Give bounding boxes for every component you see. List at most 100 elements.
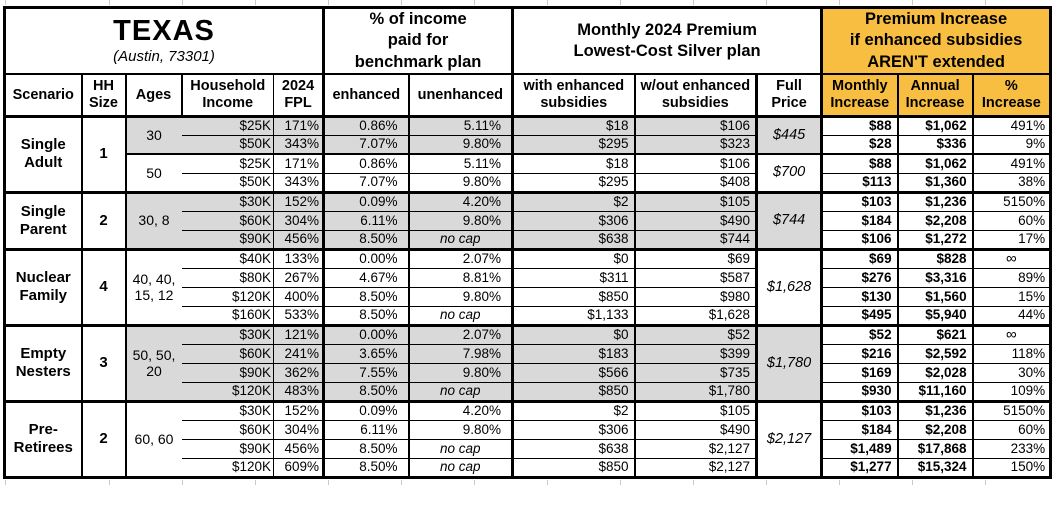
cell-premium-with-subsidies: $311 [511,267,635,288]
scenario-cell: Single Adult [4,114,82,193]
table-row: $160K 533% 8.50% no cap $1,133 $1,628 $495 $5,9… [5,305,1051,326]
cell-monthly-increase: $106 [820,229,898,250]
table-row: $120K 400% 8.50% 9.80% $850 $980 $130 $1,560 15% [5,286,1051,307]
cell-pct-increase: 60% [971,210,1051,231]
cell-monthly-increase: $184 [820,419,898,440]
cell-monthly-increase: $88 [820,114,898,136]
cell-annual-increase: $336 [896,134,973,155]
cell-premium-without-subsidies: $52 [633,323,757,345]
cell-monthly-increase: $216 [820,343,898,364]
cell-premium-with-subsidies: $295 [511,134,635,155]
cell-annual-increase: $1,062 [896,153,973,174]
cell-pct-increase: 89% [971,267,1051,288]
cell-monthly-increase: $930 [820,381,898,402]
cell-unenhanced-pct: 2.07% [407,323,513,345]
ages-cell: 50, 50, 20 [124,323,182,402]
table-body: Single Adult 1 30 $25K 171% 0.86% 5.11% $18 $106… [4,114,1051,478]
cell-premium-without-subsidies: $2,127 [633,438,757,459]
cell-premium-with-subsidies: $638 [511,229,635,250]
cell-enhanced-pct: 6.11% [322,419,409,440]
cell-monthly-increase: $1,277 [820,457,898,478]
ages-cell: 30, 8 [124,190,182,250]
scenario-cell: Single Parent [4,190,82,250]
cell-annual-increase: $15,324 [896,457,973,478]
cell-premium-with-subsidies: $638 [511,438,635,459]
col-header-scenario: Scenario [4,74,82,118]
cell-unenhanced-pct: no cap [407,229,513,250]
cell-annual-increase: $1,272 [896,229,973,250]
cell-monthly-increase: $1,489 [820,438,898,459]
cell-annual-increase: $1,560 [896,286,973,307]
cell-enhanced-pct: 8.50% [322,305,409,326]
cell-unenhanced-pct: no cap [407,305,513,326]
cell-pct-increase: 60% [971,419,1051,440]
cell-fpl: 121% [272,323,324,345]
ages-cell: 50 [124,153,182,193]
cell-enhanced-pct: 6.11% [322,210,409,231]
cell-pct-increase: 17% [971,229,1051,250]
cell-pct-increase: ∞ [971,323,1051,345]
table-row: $50K 343% 7.07% 9.80% $295 $408 $113 $1,360 38% [5,172,1051,193]
cell-fpl: 343% [272,172,324,193]
cell-enhanced-pct: 8.50% [322,438,409,459]
hh-size-cell: 2 [80,399,126,478]
table-row: $120K 609% 8.50% no cap $850 $2,127 $1,277 $15,… [5,457,1051,478]
ages-cell: 60, 60 [124,399,182,478]
cell-monthly-increase: $69 [820,247,898,269]
cell-fpl: 483% [272,381,324,402]
table-row: Single Adult 1 30 $25K 171% 0.86% 5.11% $18 $106… [4,114,1051,193]
cell-income: $120K [181,457,274,478]
cell-pct-increase: 30% [971,362,1051,383]
cell-premium-without-subsidies: $105 [633,190,757,212]
header-premium-group: Monthly 2024 Premium Lowest-Cost Silver … [511,7,822,76]
cell-pct-increase: 491% [971,114,1051,136]
cell-full-price: $445 [755,114,822,155]
cell-pct-increase: 109% [971,381,1051,402]
cell-annual-increase: $3,316 [896,267,973,288]
cell-monthly-increase: $276 [820,267,898,288]
cell-income: $60K [181,210,274,231]
hh-size-cell: 4 [80,247,126,326]
col-header-household-income: Household Income [180,74,274,118]
cell-enhanced-pct: 0.86% [322,153,409,174]
cell-pct-increase: 118% [971,343,1051,364]
cell-annual-increase: $1,236 [896,190,973,212]
col-header-with-subsidies: with enhanced subsidies [511,74,635,118]
cell-fpl: 609% [272,457,324,478]
cell-annual-increase: $17,868 [896,438,973,459]
cell-fpl: 304% [272,419,324,440]
hh-size-cell: 3 [80,323,126,402]
cell-unenhanced-pct: 9.80% [407,210,513,231]
cell-premium-without-subsidies: $399 [633,343,757,364]
cell-premium-without-subsidies: $1,780 [633,381,757,402]
table-row: Single Parent 2 30, 8 $30K 152% 0.09% 4.20% $2 $… [4,190,1051,250]
table-row: $60K 304% 6.11% 9.80% $306 $490 $184 $2,208 60% [5,419,1051,440]
cell-enhanced-pct: 8.50% [322,381,409,402]
cell-premium-without-subsidies: $2,127 [633,457,757,478]
col-header-full-price: Full Price [755,74,822,118]
table-row: $90K 456% 8.50% no cap $638 $2,127 $1,489 $17,8… [5,438,1051,459]
cell-premium-with-subsidies: $0 [511,323,635,345]
cell-fpl: 171% [272,153,324,174]
cell-premium-with-subsidies: $18 [511,114,635,136]
col-header-unenhanced: unenhanced [407,74,513,118]
cell-pct-increase: 15% [971,286,1051,307]
cell-enhanced-pct: 4.67% [322,267,409,288]
table-row: Nuclear Family 4 40, 40, 15, 12 $40K 133% 0.0… [4,247,1051,326]
sheet-title-cell: TEXAS (Austin, 73301) [4,7,324,76]
cell-enhanced-pct: 3.65% [322,343,409,364]
cell-unenhanced-pct: no cap [407,457,513,478]
cell-annual-increase: $1,062 [896,114,973,136]
cell-fpl: 304% [272,210,324,231]
table-row: Pre- Retirees 2 60, 60 $30K 152% 0.09% 4.20% $2… [4,399,1051,478]
cell-full-price: $1,628 [755,247,822,326]
cell-fpl: 456% [272,229,324,250]
table-row: $120K 483% 8.50% no cap $850 $1,780 $930 $11,16… [5,381,1051,402]
cell-enhanced-pct: 8.50% [322,457,409,478]
cell-premium-with-subsidies: $2 [511,190,635,212]
cell-enhanced-pct: 0.09% [322,190,409,212]
cell-premium-with-subsidies: $850 [511,286,635,307]
cell-income: $90K [181,229,274,250]
sheet-subtitle: (Austin, 73301) [113,48,215,66]
cell-income: $30K [181,190,274,212]
